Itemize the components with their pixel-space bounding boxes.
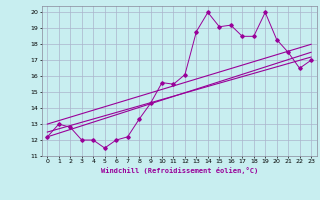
X-axis label: Windchill (Refroidissement éolien,°C): Windchill (Refroidissement éolien,°C) — [100, 167, 258, 174]
